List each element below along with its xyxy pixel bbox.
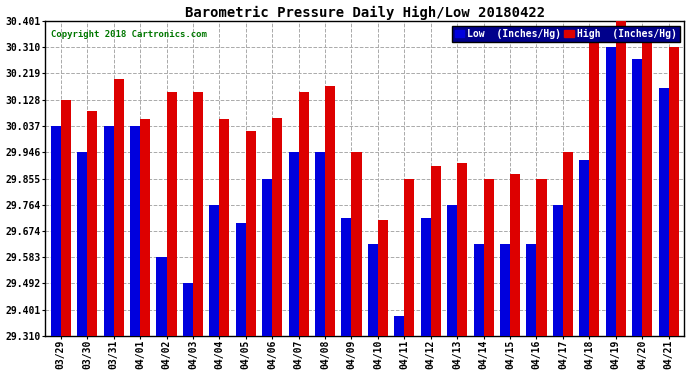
Bar (473, 243, 484, 336)
Bar (104, 126, 114, 336)
Bar (421, 217, 431, 336)
Bar (236, 223, 246, 336)
Bar (500, 243, 510, 336)
Bar (394, 316, 404, 336)
Bar (510, 174, 520, 336)
Legend: Low  (Inches/Hg), High  (Inches/Hg): Low (Inches/Hg), High (Inches/Hg) (452, 26, 680, 42)
Bar (351, 152, 362, 336)
Bar (315, 152, 325, 336)
Bar (642, 26, 652, 336)
Bar (183, 284, 193, 336)
Bar (61, 100, 71, 336)
Bar (140, 119, 150, 336)
Bar (553, 205, 563, 336)
Bar (262, 178, 273, 336)
Bar (580, 160, 589, 336)
Bar (288, 152, 299, 336)
Bar (368, 243, 378, 336)
Bar (273, 118, 282, 336)
Bar (536, 178, 546, 336)
Bar (606, 47, 615, 336)
Bar (51, 126, 61, 336)
Bar (130, 126, 140, 336)
Bar (325, 86, 335, 336)
Bar (526, 243, 536, 336)
Title: Barometric Pressure Daily High/Low 20180422: Barometric Pressure Daily High/Low 20180… (185, 6, 545, 20)
Bar (431, 165, 441, 336)
Bar (114, 79, 124, 336)
Bar (563, 152, 573, 336)
Bar (447, 205, 457, 336)
Bar (589, 31, 600, 336)
Bar (669, 47, 679, 336)
Bar (166, 92, 177, 336)
Bar (404, 178, 415, 336)
Bar (246, 131, 256, 336)
Bar (209, 205, 219, 336)
Bar (342, 217, 351, 336)
Bar (157, 257, 166, 336)
Bar (632, 59, 642, 336)
Bar (615, 21, 626, 336)
Bar (219, 119, 229, 336)
Bar (378, 220, 388, 336)
Bar (484, 178, 493, 336)
Bar (658, 88, 669, 336)
Bar (457, 163, 467, 336)
Bar (299, 92, 308, 336)
Bar (193, 92, 203, 336)
Text: Copyright 2018 Cartronics.com: Copyright 2018 Cartronics.com (51, 30, 207, 39)
Bar (87, 111, 97, 336)
Bar (77, 152, 87, 336)
